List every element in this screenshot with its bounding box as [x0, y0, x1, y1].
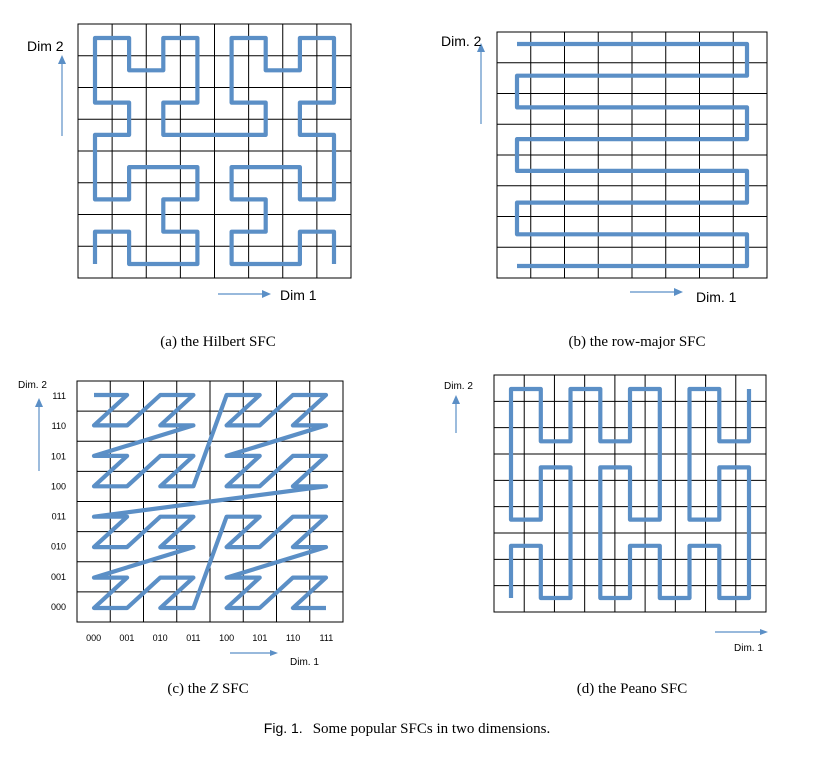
z-order-y-arrowhead	[35, 398, 43, 407]
z-order-caption: (c) the Z SFC	[167, 681, 248, 697]
peano-caption: (d) the Peano SFC	[577, 681, 687, 697]
hilbert-caption: (a) the Hilbert SFC	[160, 334, 275, 350]
z-order-x-tick-label: 110	[286, 633, 300, 643]
peano-x-axis-label: Dim. 1	[734, 643, 763, 654]
z-order-y-tick-label: 011	[52, 512, 66, 522]
z-order-x-tick-label: 101	[252, 633, 267, 643]
z-order-y-tick-label: 001	[51, 572, 66, 582]
row-major-x-axis-label: Dim. 1	[696, 289, 737, 305]
figure-caption-label: Fig. 1.	[264, 720, 303, 736]
z-order-x-arrowhead	[270, 650, 278, 656]
z-order-y-tick-label: 100	[51, 481, 66, 491]
figure-caption: Fig. 1. Some popular SFCs in two dimensio…	[264, 720, 550, 737]
peano-grid-border	[493, 374, 767, 613]
peano-y-arrowhead	[452, 395, 460, 404]
row-major-y-axis-label: Dim. 2	[441, 33, 482, 49]
hilbert-x-axis-label: Dim 1	[280, 287, 317, 303]
figure-caption-text: Some popular SFCs in two dimensions.	[313, 721, 551, 737]
row-major-x-arrowhead	[674, 288, 683, 296]
z-order-x-tick-label: 000	[86, 633, 101, 643]
z-order-y-axis-label: Dim. 2	[18, 380, 47, 391]
hilbert-y-arrowhead	[58, 55, 66, 64]
z-order-x-tick-label: 111	[320, 633, 334, 643]
panel-row-major: Dim. 2 Dim. 1 (b) the row-major SFC	[441, 31, 768, 350]
peano-x-arrowhead	[760, 629, 768, 635]
z-order-x-tick-label: 010	[153, 633, 168, 643]
panel-peano: Dim. 2 Dim. 1 (d) the Peano SFC	[444, 374, 768, 697]
z-order-y-tick-label: 111	[52, 391, 66, 401]
z-order-curve	[91, 392, 329, 611]
row-major-y-arrowhead	[477, 43, 485, 52]
z-order-y-tick-label: 110	[52, 421, 66, 431]
hilbert-y-axis-label: Dim 2	[27, 38, 64, 54]
peano-curve	[508, 386, 752, 601]
panel-hilbert: Dim 2 Dim 1 (a) the Hilbert SFC	[27, 23, 352, 350]
z-order-y-tick-label: 010	[51, 542, 66, 552]
z-order-ticks: 000 001 010 011 100 101 110 111 000 001 010 011 100 1…	[51, 391, 333, 643]
hilbert-grid	[77, 23, 352, 279]
z-order-y-tick-label: 101	[51, 451, 66, 461]
row-major-curve	[514, 41, 750, 269]
hilbert-curve	[92, 35, 337, 267]
hilbert-x-arrowhead	[262, 290, 271, 298]
row-major-caption: (b) the row-major SFC	[568, 334, 705, 350]
z-order-x-tick-label: 001	[119, 633, 134, 643]
row-major-grid	[496, 31, 768, 279]
z-order-y-tick-label: 000	[51, 602, 66, 612]
z-order-x-tick-label: 011	[186, 633, 200, 643]
z-order-x-axis-label: Dim. 1	[290, 657, 319, 668]
z-order-x-tick-label: 100	[219, 633, 234, 643]
panel-z-order: 000 001 010 011 100 101 110 111 000 001 010 011 100 1…	[18, 380, 344, 697]
peano-y-axis-label: Dim. 2	[444, 381, 473, 392]
